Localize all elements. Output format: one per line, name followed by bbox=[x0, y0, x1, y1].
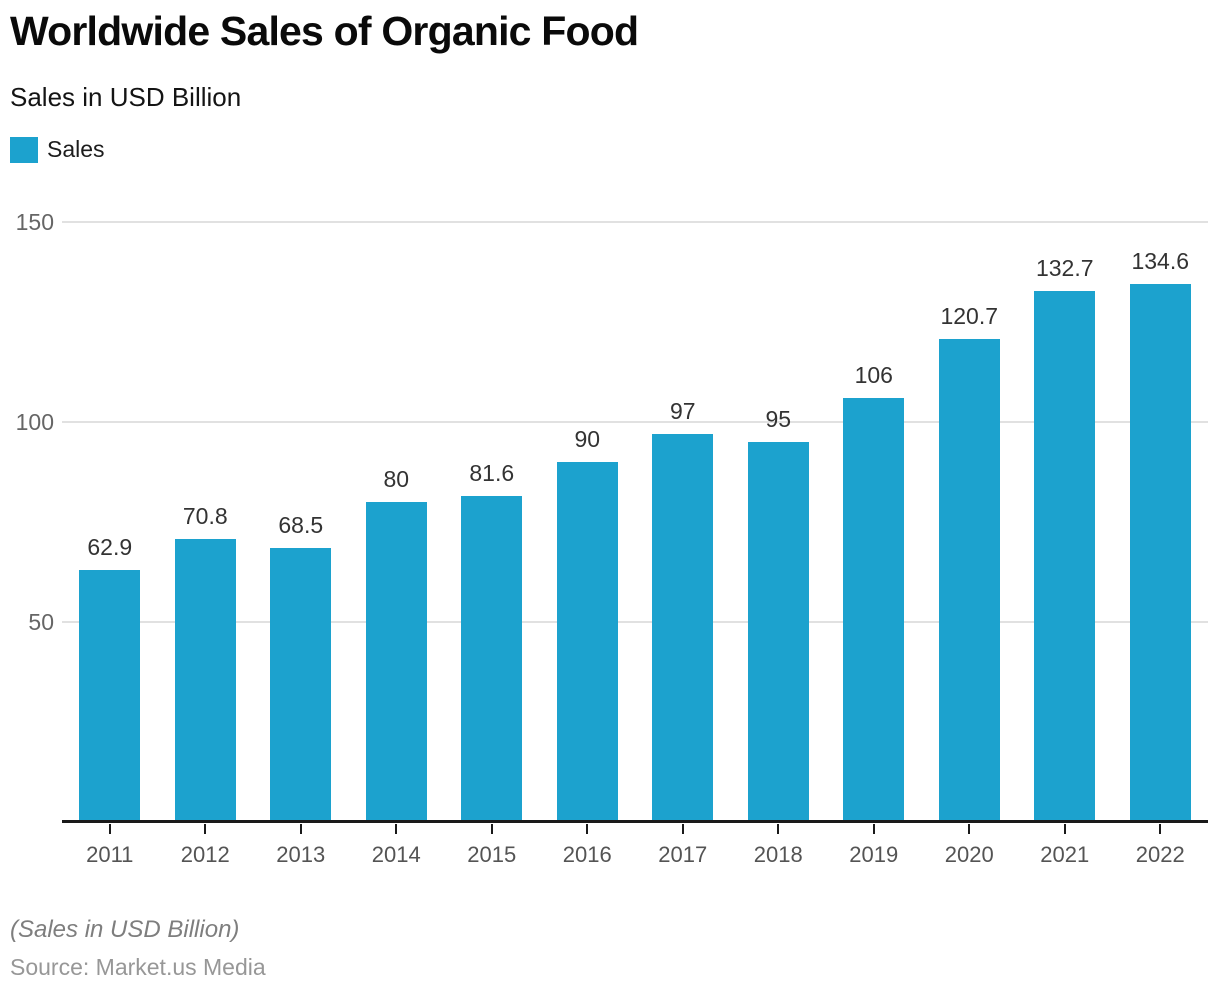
chart-title: Worldwide Sales of Organic Food bbox=[10, 8, 639, 54]
chart-subtitle: Sales in USD Billion bbox=[10, 82, 242, 112]
x-tick-label-2020: 2020 bbox=[944, 842, 994, 867]
x-tick-label-2012: 2012 bbox=[180, 842, 230, 867]
bar-slot-2018: 95 bbox=[731, 222, 827, 822]
tick-slot-2018 bbox=[731, 824, 827, 834]
x-tick-2018 bbox=[777, 824, 780, 834]
bar-2016[interactable]: 90 bbox=[556, 426, 618, 822]
x-tick-label-2011: 2011 bbox=[86, 842, 134, 867]
x-tick-2021 bbox=[1063, 824, 1066, 834]
tick-slot-2022 bbox=[1113, 824, 1209, 834]
bar-value-label-2013: 68.5 bbox=[278, 512, 324, 538]
x-tick-2014 bbox=[395, 824, 398, 834]
x-tick-label-2022: 2022 bbox=[1135, 842, 1185, 867]
x-tick-label-2014: 2014 bbox=[371, 842, 421, 867]
x-tick-label-2013: 2013 bbox=[276, 842, 326, 867]
bar-2015[interactable]: 81.6 bbox=[461, 460, 523, 822]
bar-2022[interactable]: 134.6 bbox=[1129, 248, 1191, 822]
bar-slot-2013: 68.5 bbox=[253, 222, 349, 822]
tick-slot-2019 bbox=[826, 824, 922, 834]
x-tick-2011 bbox=[108, 824, 111, 834]
bar-slot-2011: 62.9 bbox=[62, 222, 158, 822]
tick-slot-2016 bbox=[540, 824, 636, 834]
bar-slot-2016: 90 bbox=[540, 222, 636, 822]
bar-value-label-2021: 132.7 bbox=[1035, 255, 1094, 282]
y-tick-label-150: 150 bbox=[15, 209, 54, 235]
x-tick-2022 bbox=[1159, 824, 1162, 834]
tick-slot-2012 bbox=[158, 824, 254, 834]
gridline-50 bbox=[62, 621, 1208, 623]
x-tick-2016 bbox=[586, 824, 589, 834]
tick-slot-2011 bbox=[62, 824, 158, 834]
footnote: (Sales in USD Billion) bbox=[10, 916, 240, 943]
bar-2011[interactable]: 62.9 bbox=[79, 534, 141, 822]
bar-2020[interactable]: 120.7 bbox=[938, 303, 1000, 822]
tick-slot-2014 bbox=[349, 824, 445, 834]
bars-row: 62.9 70.8 68.5 80 81.6 90 97 95 106 120.7 132.7 134… bbox=[62, 222, 1208, 822]
x-axis-line bbox=[62, 820, 1208, 823]
y-tick-label-50: 50 bbox=[28, 609, 54, 635]
legend-item-sales[interactable]: Sales bbox=[10, 136, 105, 163]
x-tick-label-2019: 2019 bbox=[849, 842, 899, 867]
x-tick-2019 bbox=[872, 824, 875, 834]
bar-slot-2022: 134.6 bbox=[1113, 222, 1209, 822]
x-tick-label-2016: 2016 bbox=[562, 842, 612, 867]
x-tick-label-2021: 2021 bbox=[1040, 842, 1090, 867]
x-axis-labels: 2011 2012 2013 2014 2015 2016 2017 2018 2019 2020… bbox=[62, 842, 1208, 868]
x-tick-2013 bbox=[299, 824, 302, 834]
x-tick-2017 bbox=[681, 824, 684, 834]
bar-value-label-2015: 81.6 bbox=[469, 459, 515, 486]
tick-slot-2015 bbox=[444, 824, 540, 834]
bar-2021[interactable]: 132.7 bbox=[1034, 255, 1096, 822]
legend-swatch-icon bbox=[10, 136, 38, 163]
bar-2012[interactable]: 70.8 bbox=[174, 503, 236, 822]
y-tick-label-100: 100 bbox=[15, 409, 54, 435]
x-tick-label-2017: 2017 bbox=[658, 842, 708, 867]
bar-2013[interactable]: 68.5 bbox=[270, 512, 332, 822]
bar-value-label-2016: 90 bbox=[574, 426, 601, 452]
x-tick-label-2018: 2018 bbox=[753, 842, 803, 867]
x-tick-label-2015: 2015 bbox=[467, 842, 517, 867]
legend: Sales bbox=[10, 136, 105, 163]
y-axis-labels: 50 100 150 bbox=[0, 209, 54, 822]
bar-slot-2015: 81.6 bbox=[444, 222, 540, 822]
bar-slot-2020: 120.7 bbox=[922, 222, 1018, 822]
plot-area: 62.9 70.8 68.5 80 81.6 90 97 95 106 120.7 132.7 134… bbox=[62, 221, 1208, 867]
gridline-100 bbox=[62, 421, 1208, 423]
source-credit: Source: Market.us Media bbox=[10, 954, 266, 980]
bar-slot-2021: 132.7 bbox=[1017, 222, 1113, 822]
bar-slot-2017: 97 bbox=[635, 222, 731, 822]
bar-slot-2012: 70.8 bbox=[158, 222, 254, 822]
bar-value-label-2020: 120.7 bbox=[940, 303, 999, 330]
bar-2014[interactable]: 80 bbox=[365, 466, 427, 822]
bar-2019[interactable]: 106 bbox=[843, 362, 905, 822]
x-tick-2020 bbox=[968, 824, 971, 834]
bar-slot-2014: 80 bbox=[349, 222, 445, 822]
bar-slot-2019: 106 bbox=[826, 222, 922, 822]
gridline-150 bbox=[62, 221, 1208, 223]
tick-slot-2013 bbox=[253, 824, 349, 834]
bar-value-label-2022: 134.6 bbox=[1131, 247, 1190, 274]
bar-value-label-2017: 97 bbox=[669, 398, 696, 424]
bar-value-label-2012: 70.8 bbox=[182, 502, 228, 529]
bar-2018[interactable]: 95 bbox=[747, 406, 809, 822]
bar-value-label-2018: 95 bbox=[765, 406, 792, 432]
bar-value-label-2019: 106 bbox=[854, 362, 893, 388]
x-axis-ticks bbox=[62, 824, 1208, 834]
x-tick-2015 bbox=[490, 824, 493, 834]
tick-slot-2017 bbox=[635, 824, 731, 834]
x-tick-2012 bbox=[204, 824, 207, 834]
tick-slot-2020 bbox=[922, 824, 1018, 834]
bar-value-label-2014: 80 bbox=[383, 466, 410, 492]
tick-slot-2021 bbox=[1017, 824, 1113, 834]
bar-value-label-2011: 62.9 bbox=[87, 534, 133, 561]
bar-2017[interactable]: 97 bbox=[652, 398, 714, 822]
legend-label: Sales bbox=[47, 136, 105, 162]
